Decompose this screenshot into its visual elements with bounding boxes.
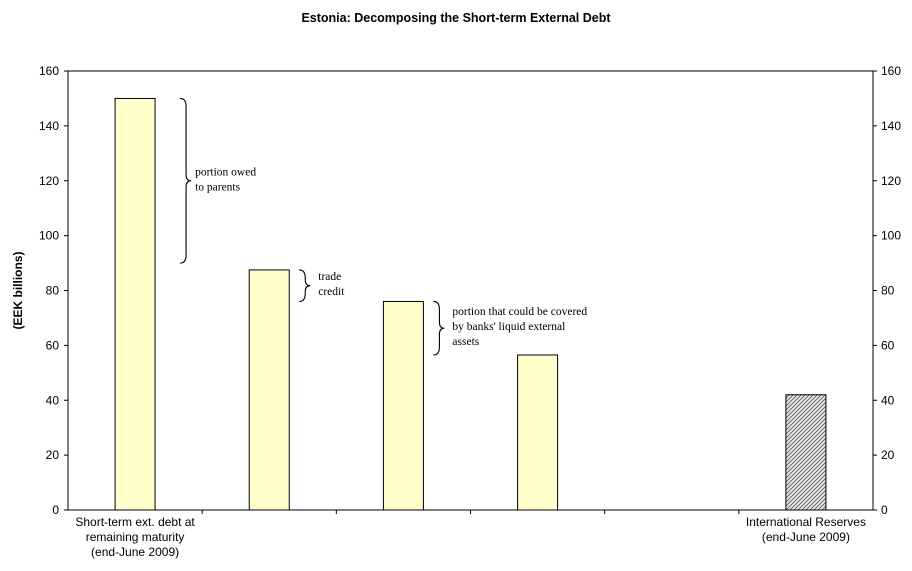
chart-title: Estonia: Decomposing the Short-term Exte… [301, 11, 611, 25]
y-tick-label-right: 20 [881, 448, 895, 462]
y-tick-label-left: 120 [39, 174, 59, 188]
axes: 0 0 20 20 40 40 60 60 80 80 100 100 120 120 140 140 160 1… [11, 64, 901, 517]
y-tick-label-left: 40 [46, 393, 60, 407]
curly-brace [299, 269, 311, 303]
annotation-text: portion that could be covered [452, 306, 587, 318]
annotation-text: by banks' liquid external [452, 321, 565, 333]
category-label: International Reserves [746, 515, 866, 529]
bar [248, 269, 290, 511]
bars [114, 97, 827, 511]
bar [785, 394, 827, 511]
category-label: (end-June 2009) [91, 545, 179, 559]
y-tick-label-left: 100 [39, 229, 59, 243]
annotation-text: trade [318, 271, 341, 283]
y-tick-label-left: 0 [52, 503, 59, 517]
category-label: Short-term ext. debt at [75, 515, 195, 529]
y-tick-label-right: 120 [881, 174, 901, 188]
y-tick-label-right: 80 [881, 284, 895, 298]
y-tick-label-right: 140 [881, 119, 901, 133]
y-tick-label-right: 0 [881, 503, 888, 517]
y-tick-label-right: 160 [881, 64, 901, 78]
category-label: (end-June 2009) [762, 530, 850, 544]
y-tick-label-right: 40 [881, 393, 895, 407]
annotation-text: assets [452, 336, 479, 348]
bar [114, 97, 156, 511]
annotation-text: credit [318, 286, 345, 298]
curly-brace [180, 97, 192, 264]
bar [382, 300, 424, 511]
y-axis-label: (EEK billions) [11, 251, 25, 329]
bar [517, 354, 559, 511]
y-tick-label-right: 100 [881, 229, 901, 243]
y-tick-label-left: 60 [46, 338, 60, 352]
y-tick-label-left: 20 [46, 448, 60, 462]
annotations: portion owed to parents trade credit portion… [180, 97, 587, 356]
annotation-text: to parents [195, 181, 241, 193]
annotation-text: portion owed [195, 166, 256, 178]
y-tick-label-left: 160 [39, 64, 59, 78]
y-tick-label-left: 140 [39, 119, 59, 133]
category-label: remaining maturity [86, 530, 185, 544]
y-tick-label-right: 60 [881, 338, 895, 352]
y-tick-label-left: 80 [46, 284, 60, 298]
curly-brace [433, 300, 445, 356]
